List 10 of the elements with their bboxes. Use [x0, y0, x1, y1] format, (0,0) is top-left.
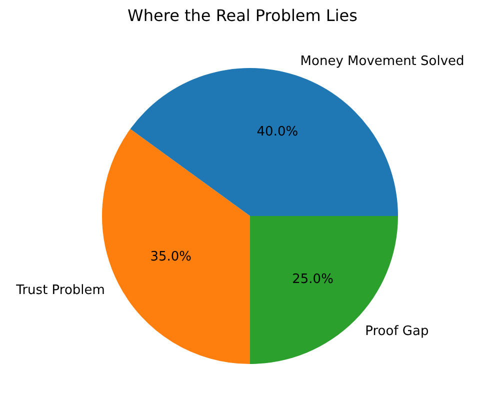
data-label: 35.0% — [150, 249, 192, 264]
slice-label: Trust Problem — [15, 282, 105, 298]
pie-slice — [102, 129, 250, 364]
data-label: 25.0% — [292, 272, 334, 287]
chart-title: Where the Real Problem Lies — [128, 6, 358, 25]
data-label: 40.0% — [256, 124, 298, 140]
pie-slice — [250, 216, 398, 364]
slice-label: Proof Gap — [365, 324, 429, 340]
slice-label: Money Movement Solved — [300, 54, 464, 70]
pie-slice — [130, 68, 398, 216]
